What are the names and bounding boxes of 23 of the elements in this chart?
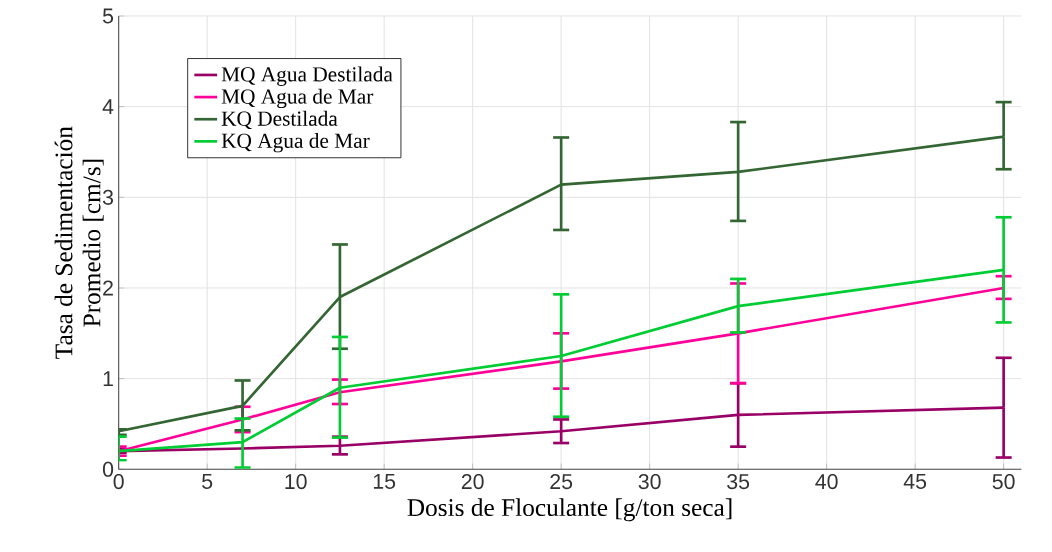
legend-label: KQ Destilada <box>221 110 338 130</box>
x-tick-label: 50 <box>992 474 1015 490</box>
x-tick-label: 25 <box>550 474 573 490</box>
x-tick-label: 20 <box>461 474 484 490</box>
x-tick-label: 5 <box>202 474 213 489</box>
legend-label: KQ Agua de Mar <box>221 132 370 153</box>
x-axis-title: Dosis de Floculante [g/ton seca] <box>407 498 732 522</box>
x-tick-label: 10 <box>285 474 307 490</box>
legend-label: MQ Agua Destilada <box>221 66 393 86</box>
x-tick-label: 0 <box>113 474 124 490</box>
y-axis-title: Tasa de Sedimentación Promedio [cm/s] <box>54 126 104 359</box>
legend-label: MQ Agua de Mar <box>221 88 374 109</box>
x-tick-label: 45 <box>903 474 927 489</box>
y-tick-label: 3 <box>102 189 114 205</box>
x-tick-label: 40 <box>815 474 838 490</box>
x-tick-label: 15 <box>373 474 396 489</box>
x-tick-label: 30 <box>638 474 661 490</box>
y-tick-label: 0 <box>102 461 114 477</box>
y-tick-label: 5 <box>102 8 114 24</box>
y-tick-label: 1 <box>103 371 113 386</box>
y-tick-label: 4 <box>102 99 114 114</box>
x-tick-label: 35 <box>727 474 750 490</box>
y-tick-label: 2 <box>103 280 113 296</box>
